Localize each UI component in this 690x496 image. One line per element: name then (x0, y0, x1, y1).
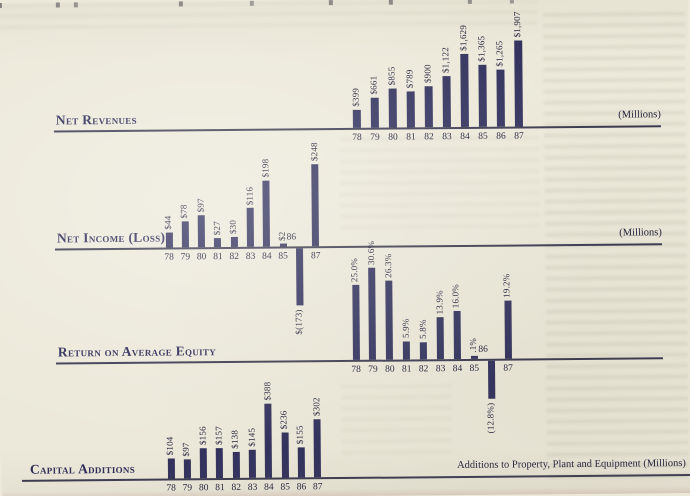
bar-value-label: $97 (180, 442, 192, 457)
bar-value-label: $302 (310, 397, 322, 417)
bar-value-label: $138 (229, 430, 240, 450)
bar (313, 419, 322, 478)
year-label: 80 (198, 483, 209, 494)
year-label: 83 (247, 482, 258, 493)
bar (216, 448, 224, 479)
unit-label: Additions to Property, Plant and Equipme… (456, 458, 686, 472)
year-label: 81 (215, 483, 225, 494)
bar-value-label: $156 (197, 426, 208, 446)
year-label: 85 (280, 482, 290, 493)
year-label: 84 (264, 482, 274, 493)
bar (264, 403, 273, 478)
bar-value-label: $157 (213, 426, 224, 446)
bar (232, 451, 240, 478)
bar (281, 432, 289, 478)
bar-value-label: $236 (278, 410, 289, 430)
bar-value-label: $155 (294, 425, 306, 445)
bar (297, 447, 305, 478)
year-label: 86 (296, 482, 307, 493)
bar (248, 449, 257, 478)
chart-title: Capital Additions (29, 460, 136, 477)
year-label: 78 (166, 483, 176, 494)
bar-value-label: $145 (246, 427, 257, 447)
bar (183, 459, 191, 479)
year-label: 79 (182, 483, 193, 494)
bar (167, 458, 175, 479)
bar-value-label: $104 (164, 436, 175, 456)
year-label: 87 (312, 482, 323, 493)
bar-value-label: $388 (261, 381, 273, 401)
bar (199, 448, 208, 479)
year-label: 82 (231, 482, 242, 493)
